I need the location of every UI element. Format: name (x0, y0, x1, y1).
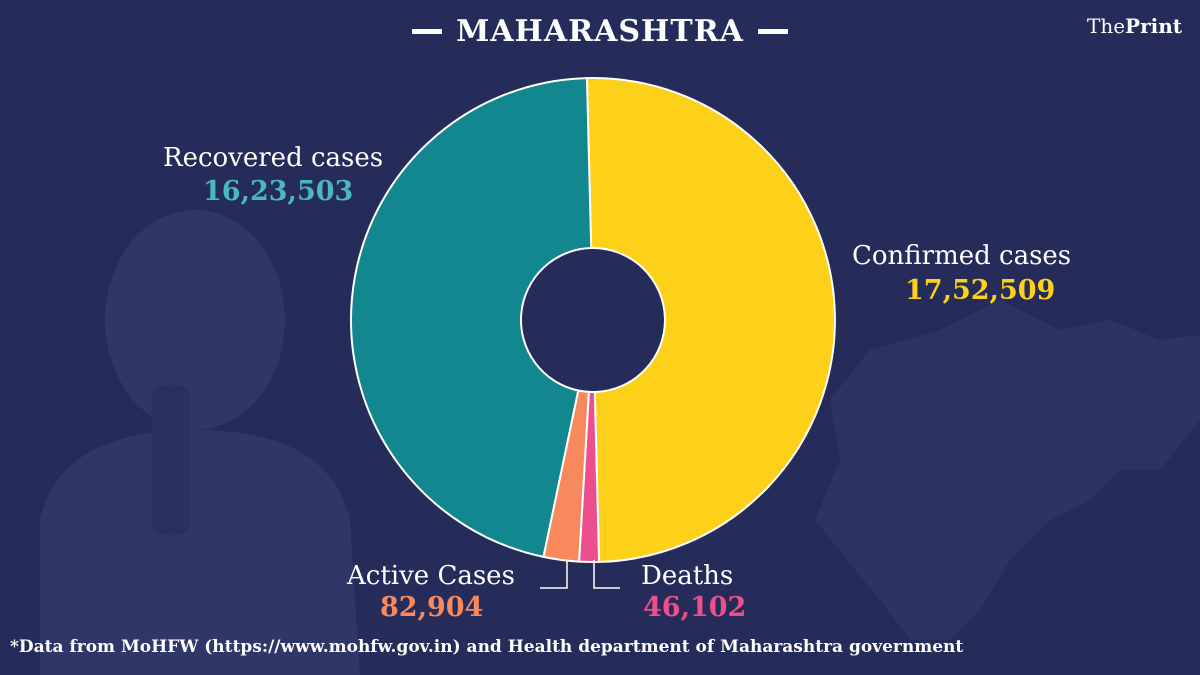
speaker-silhouette (40, 210, 360, 675)
active-leader-line (540, 560, 568, 589)
deaths-value: 46,102 (643, 592, 747, 623)
donut-chart (350, 77, 836, 589)
slice-recovered-cases (350, 77, 593, 559)
active-label: Active Cases (347, 561, 515, 591)
brand-prefix: The (1086, 14, 1126, 38)
confirmed-label: Confirmed cases (852, 241, 1072, 271)
title-bar-left (412, 29, 443, 34)
deaths-label: Deaths (641, 561, 734, 591)
title-bar-right (757, 29, 788, 34)
deaths-leader-line (593, 560, 620, 589)
footnote: *Data from MoHFW (https://www.mohfw.gov.… (10, 637, 964, 657)
title-row: MAHARASHTRA (0, 14, 1200, 49)
slice-confirmed-cases (585, 77, 836, 563)
recovered-value: 16,23,503 (203, 176, 354, 207)
brand-bold: Print (1125, 14, 1182, 38)
chart-title: MAHARASHTRA (456, 14, 744, 49)
recovered-label: Recovered cases (163, 143, 384, 173)
confirmed-value: 17,52,509 (905, 275, 1056, 306)
brand-logo: ThePrint (1087, 14, 1182, 38)
state-map-silhouette (815, 300, 1200, 640)
active-value: 82,904 (380, 592, 484, 623)
